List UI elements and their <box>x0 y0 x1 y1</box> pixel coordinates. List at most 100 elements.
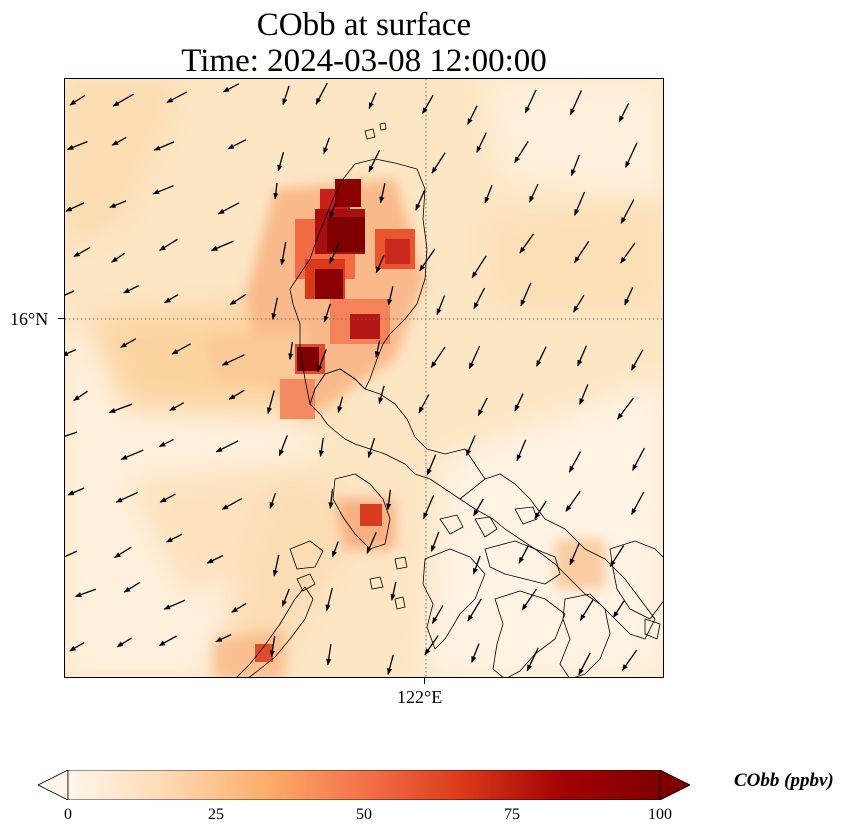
wind-arrow <box>69 94 86 106</box>
wind-arrow <box>152 185 174 195</box>
wind-arrow <box>421 94 434 115</box>
wind-arrow <box>430 346 446 369</box>
wind-arrow <box>323 137 330 155</box>
map-title: CObb at surface <box>256 7 472 43</box>
wind-arrow <box>281 588 290 607</box>
wind-arrow <box>631 491 645 516</box>
wind-arrow <box>621 649 638 671</box>
wind-arrow <box>367 438 376 459</box>
wind-arrow <box>519 233 535 254</box>
wind-arrow <box>222 83 240 93</box>
colorbar-max-extend <box>659 770 690 800</box>
wind-arrow <box>574 191 586 216</box>
colorbar-gradient <box>67 770 661 800</box>
wind-arrow <box>521 588 538 611</box>
wind-arrow <box>210 240 234 252</box>
wind-arrow <box>282 85 290 106</box>
wind-arrow <box>329 243 340 264</box>
map-panel <box>64 78 664 678</box>
wind-arrow <box>206 554 224 564</box>
wind-arrow <box>579 384 589 406</box>
wind-arrow <box>516 439 527 462</box>
colorbar-tick-label: 0 <box>64 806 72 823</box>
wind-arrow <box>111 252 126 263</box>
wind-arrow <box>569 90 582 116</box>
wind-arrow <box>227 139 247 150</box>
longitude-label: 122°E <box>397 687 443 707</box>
wind-arrow <box>65 348 77 357</box>
wind-arrow <box>366 532 377 554</box>
wind-arrow <box>379 183 386 204</box>
wind-arrow <box>112 93 134 107</box>
wind-arrow <box>159 493 176 503</box>
wind-arrow <box>115 491 139 503</box>
wind-arrow <box>609 545 625 567</box>
wind-arrow <box>520 282 532 307</box>
lat-tickmark <box>58 318 64 319</box>
wind-arrow <box>337 396 344 414</box>
wind-arrow <box>624 287 634 306</box>
wind-arrow <box>471 255 487 279</box>
wind-arrow <box>65 202 85 212</box>
colorbar-min-extend <box>38 770 69 800</box>
wind-arrow <box>169 402 185 412</box>
wind-arrow <box>69 642 85 652</box>
wind-arrow <box>120 338 137 348</box>
wind-arrow <box>431 605 444 624</box>
wind-arrow <box>612 600 625 619</box>
wind-arrow <box>158 438 174 448</box>
wind-arrow <box>387 654 394 675</box>
colorbar-tick-label: 75 <box>504 806 520 823</box>
wind-arrow <box>476 132 487 153</box>
wind-arrow <box>65 431 78 437</box>
coastlines <box>236 122 663 677</box>
wind-arrow <box>231 602 247 613</box>
wind-arrow <box>368 150 381 173</box>
wind-arrow <box>569 543 580 566</box>
wind-arrow <box>484 185 493 204</box>
colorbar-tick-label: 50 <box>356 806 372 823</box>
wind-arrow <box>368 92 377 110</box>
wind-arrow <box>536 346 547 367</box>
wind-arrow <box>526 647 539 672</box>
wind-arrow <box>468 345 481 370</box>
wind-arrow <box>418 394 430 414</box>
wind-arrow <box>158 635 177 647</box>
lon-tickmark <box>424 678 425 684</box>
wind-arrow <box>108 403 133 414</box>
wind-arrow <box>221 354 245 366</box>
wind-arrow <box>328 488 334 509</box>
wind-arrow <box>387 286 394 306</box>
wind-arrow <box>430 531 440 553</box>
wind-arrow <box>288 341 294 361</box>
wind-arrow <box>616 397 634 420</box>
wind-arrow <box>325 587 333 612</box>
colorbar-tick-label: 25 <box>208 806 224 823</box>
wind-arrow <box>568 451 582 473</box>
wind-arrow <box>273 182 279 200</box>
wind-vectors <box>65 82 645 676</box>
wind-arrow <box>565 490 581 512</box>
wind-arrow <box>221 498 243 510</box>
wind-arrow <box>66 140 88 151</box>
wind-arrow <box>278 435 288 457</box>
wind-arrow <box>267 390 275 415</box>
wind-arrow <box>579 599 594 621</box>
map-svg <box>65 79 663 677</box>
wind-arrow <box>426 454 437 476</box>
wind-arrow <box>166 91 188 103</box>
wind-arrow <box>573 241 590 264</box>
wind-arrow <box>73 390 88 402</box>
wind-arrow <box>74 588 97 598</box>
fire-hotspots <box>255 179 415 662</box>
wind-arrow <box>618 102 630 123</box>
wind-arrow <box>171 343 191 355</box>
wind-arrow <box>423 494 435 520</box>
wind-arrow <box>65 290 75 296</box>
wind-arrow <box>109 200 127 209</box>
wind-arrow <box>163 599 186 610</box>
wind-arrow <box>578 652 591 676</box>
wind-arrow <box>467 105 478 125</box>
wind-arrow <box>153 141 175 151</box>
wind-arrow <box>570 154 581 177</box>
